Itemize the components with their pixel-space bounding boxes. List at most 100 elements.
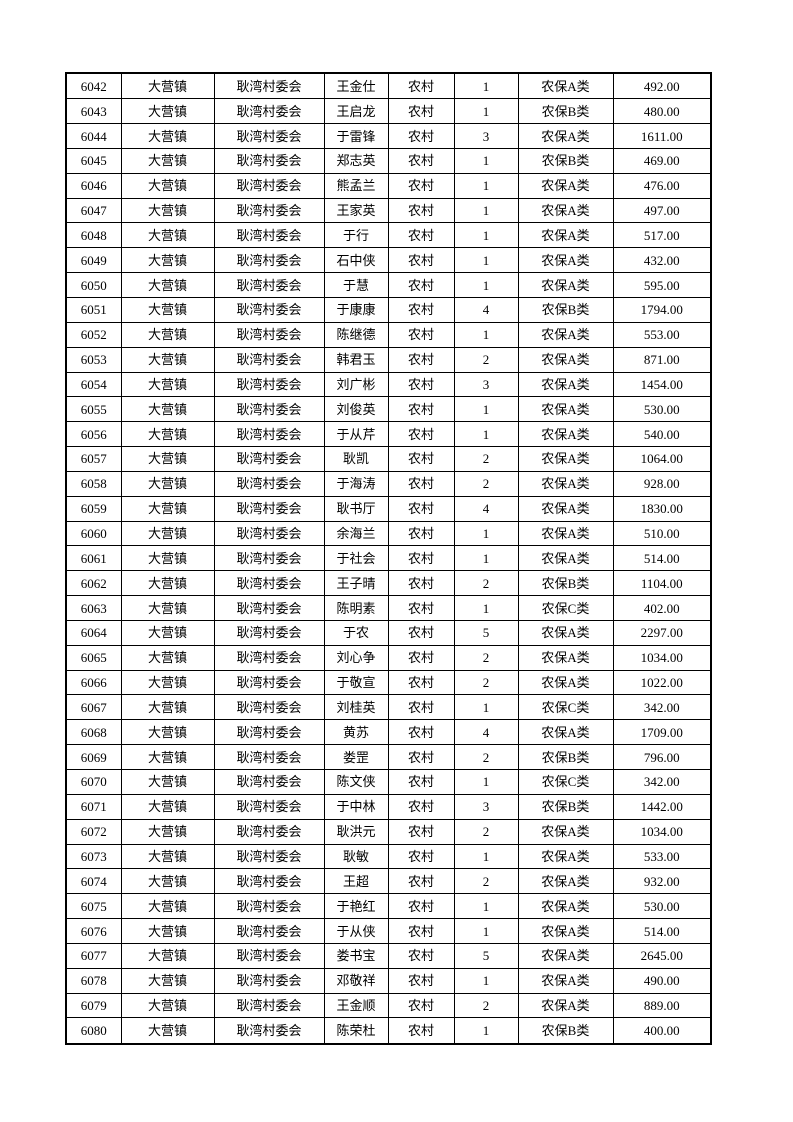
cell-insurance-category: 农保A类 <box>517 868 614 895</box>
cell-village-committee: 耿湾村委会 <box>213 222 325 249</box>
cell-person-name: 耿洪元 <box>323 818 389 845</box>
cell-insurance-category: 农保A类 <box>517 247 614 274</box>
cell-insurance-category: 农保A类 <box>517 222 614 249</box>
cell-residence-type: 农村 <box>387 321 455 348</box>
cell-serial-number: 6078 <box>65 967 122 994</box>
cell-person-name: 刘心争 <box>323 644 389 671</box>
cell-person-count: 3 <box>453 123 519 149</box>
table-row: 6055 大营镇 耿湾村委会 刘俊英 农村 1 农保A类 530.00 <box>65 396 712 423</box>
cell-residence-type: 农村 <box>387 371 455 398</box>
cell-town: 大营镇 <box>120 1017 215 1045</box>
cell-person-count: 1 <box>453 1017 519 1045</box>
cell-residence-type: 农村 <box>387 470 455 497</box>
cell-village-committee: 耿湾村委会 <box>213 967 325 994</box>
cell-amount: 490.00 <box>612 967 712 994</box>
table-row: 6046 大营镇 耿湾村委会 熊孟兰 农村 1 农保A类 476.00 <box>65 172 712 199</box>
cell-village-committee: 耿湾村委会 <box>213 172 325 199</box>
cell-person-count: 1 <box>453 843 519 870</box>
cell-insurance-category: 农保A类 <box>517 371 614 398</box>
table-row: 6067 大营镇 耿湾村委会 刘桂英 农村 1 农保C类 342.00 <box>65 694 712 721</box>
cell-residence-type: 农村 <box>387 446 455 472</box>
cell-person-count: 1 <box>453 694 519 721</box>
cell-person-count: 1 <box>453 595 519 621</box>
cell-person-name: 于中林 <box>323 793 389 820</box>
cell-person-name: 郑志英 <box>323 147 389 174</box>
cell-person-count: 5 <box>453 619 519 646</box>
cell-serial-number: 6065 <box>65 644 122 671</box>
cell-person-name: 王金仕 <box>323 72 389 100</box>
cell-person-name: 娄罡 <box>323 744 389 771</box>
cell-person-count: 2 <box>453 818 519 845</box>
cell-person-count: 1 <box>453 520 519 547</box>
cell-village-committee: 耿湾村委会 <box>213 619 325 646</box>
cell-serial-number: 6045 <box>65 147 122 174</box>
cell-amount: 342.00 <box>612 694 712 721</box>
cell-town: 大营镇 <box>120 992 215 1019</box>
cell-residence-type: 农村 <box>387 918 455 944</box>
cell-amount: 476.00 <box>612 172 712 199</box>
cell-town: 大营镇 <box>120 272 215 298</box>
cell-town: 大营镇 <box>120 98 215 125</box>
cell-person-name: 邓敬祥 <box>323 967 389 994</box>
cell-amount: 1454.00 <box>612 371 712 398</box>
cell-serial-number: 6071 <box>65 793 122 820</box>
cell-village-committee: 耿湾村委会 <box>213 123 325 149</box>
cell-person-count: 1 <box>453 396 519 423</box>
cell-serial-number: 6043 <box>65 98 122 125</box>
cell-amount: 517.00 <box>612 222 712 249</box>
cell-person-name: 于农 <box>323 619 389 646</box>
table-row: 6060 大营镇 耿湾村委会 余海兰 农村 1 农保A类 510.00 <box>65 520 712 547</box>
cell-residence-type: 农村 <box>387 98 455 125</box>
table-row: 6052 大营镇 耿湾村委会 陈继德 农村 1 农保A类 553.00 <box>65 321 712 348</box>
table-row: 6043 大营镇 耿湾村委会 王启龙 农村 1 农保B类 480.00 <box>65 98 712 125</box>
cell-residence-type: 农村 <box>387 520 455 547</box>
cell-amount: 530.00 <box>612 893 712 920</box>
cell-residence-type: 农村 <box>387 595 455 621</box>
cell-person-name: 陈荣杜 <box>323 1017 389 1045</box>
table-row: 6054 大营镇 耿湾村委会 刘广彬 农村 3 农保A类 1454.00 <box>65 371 712 398</box>
cell-village-committee: 耿湾村委会 <box>213 545 325 572</box>
table-row: 6048 大营镇 耿湾村委会 于行 农村 1 农保A类 517.00 <box>65 222 712 249</box>
cell-amount: 1064.00 <box>612 446 712 472</box>
cell-insurance-category: 农保A类 <box>517 619 614 646</box>
cell-serial-number: 6048 <box>65 222 122 249</box>
cell-village-committee: 耿湾村委会 <box>213 595 325 621</box>
cell-person-count: 1 <box>453 545 519 572</box>
cell-residence-type: 农村 <box>387 744 455 771</box>
cell-insurance-category: 农保A类 <box>517 967 614 994</box>
cell-person-name: 于社会 <box>323 545 389 572</box>
cell-person-count: 1 <box>453 967 519 994</box>
cell-residence-type: 农村 <box>387 669 455 696</box>
cell-village-committee: 耿湾村委会 <box>213 396 325 423</box>
cell-residence-type: 农村 <box>387 147 455 174</box>
table-row: 6056 大营镇 耿湾村委会 于从芹 农村 1 农保A类 540.00 <box>65 421 712 448</box>
cell-town: 大营镇 <box>120 147 215 174</box>
cell-residence-type: 农村 <box>387 992 455 1019</box>
cell-village-committee: 耿湾村委会 <box>213 495 325 522</box>
cell-serial-number: 6068 <box>65 719 122 746</box>
cell-town: 大营镇 <box>120 72 215 100</box>
cell-serial-number: 6056 <box>65 421 122 448</box>
cell-insurance-category: 农保A类 <box>517 669 614 696</box>
cell-serial-number: 6042 <box>65 72 122 100</box>
cell-village-committee: 耿湾村委会 <box>213 644 325 671</box>
cell-serial-number: 6067 <box>65 694 122 721</box>
table-row: 6062 大营镇 耿湾村委会 王子晴 农村 2 农保B类 1104.00 <box>65 570 712 597</box>
table-row: 6068 大营镇 耿湾村委会 黄苏 农村 4 农保A类 1709.00 <box>65 719 712 746</box>
cell-town: 大营镇 <box>120 222 215 249</box>
cell-insurance-category: 农保A类 <box>517 470 614 497</box>
cell-town: 大营镇 <box>120 247 215 274</box>
cell-village-committee: 耿湾村委会 <box>213 470 325 497</box>
cell-person-count: 2 <box>453 470 519 497</box>
table-row: 6053 大营镇 耿湾村委会 韩君玉 农村 2 农保A类 871.00 <box>65 346 712 373</box>
cell-insurance-category: 农保B类 <box>517 98 614 125</box>
cell-serial-number: 6073 <box>65 843 122 870</box>
cell-residence-type: 农村 <box>387 197 455 224</box>
cell-amount: 928.00 <box>612 470 712 497</box>
cell-person-name: 陈继德 <box>323 321 389 348</box>
table-row: 6047 大营镇 耿湾村委会 王家英 农村 1 农保A类 497.00 <box>65 197 712 224</box>
cell-insurance-category: 农保B类 <box>517 570 614 597</box>
cell-person-name: 娄书宝 <box>323 942 389 969</box>
cell-person-count: 3 <box>453 793 519 820</box>
cell-serial-number: 6072 <box>65 818 122 845</box>
